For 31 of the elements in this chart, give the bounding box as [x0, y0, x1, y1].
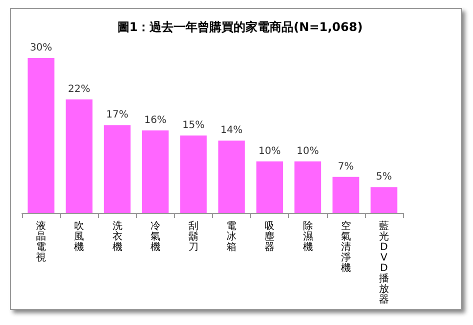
data-label: 17%: [106, 110, 128, 121]
data-label: 7%: [338, 161, 354, 172]
bar: [332, 176, 360, 213]
data-label: 30%: [30, 42, 52, 54]
bar: [256, 161, 283, 213]
data-label: 10%: [258, 146, 281, 157]
x-tick-label: 電冰箱: [226, 220, 237, 253]
data-label: 5%: [376, 172, 392, 183]
bar: [104, 125, 131, 213]
x-tick-label: 冷氣機: [150, 220, 160, 253]
data-label: 22%: [68, 84, 90, 95]
data-label: 14%: [220, 125, 243, 136]
data-label: 10%: [296, 146, 319, 157]
x-tick-label: 刮鬍刀: [188, 220, 198, 253]
bar: [218, 140, 245, 213]
x-tick-label: 吹風機: [74, 220, 84, 253]
bar: [66, 99, 92, 213]
x-tick-label: 空氣清淨機: [340, 220, 351, 274]
x-tick-label: 除濕機: [302, 220, 313, 253]
data-label: 15%: [182, 120, 205, 131]
x-tick-label: 藍光DVD播放器: [378, 220, 389, 306]
bar: [142, 130, 169, 213]
x-tick-label: 液晶電視: [36, 220, 46, 264]
bar: [28, 58, 54, 213]
x-tick-label: 吸塵器: [264, 220, 275, 253]
chart-title: 圖1：過去一年曾購買的家電商品(N=1,068): [117, 20, 363, 34]
x-tick-label: 洗衣機: [112, 220, 122, 253]
data-label: 16%: [144, 114, 166, 126]
bar: [294, 161, 322, 213]
bar: [370, 187, 398, 213]
bar: [180, 136, 207, 213]
